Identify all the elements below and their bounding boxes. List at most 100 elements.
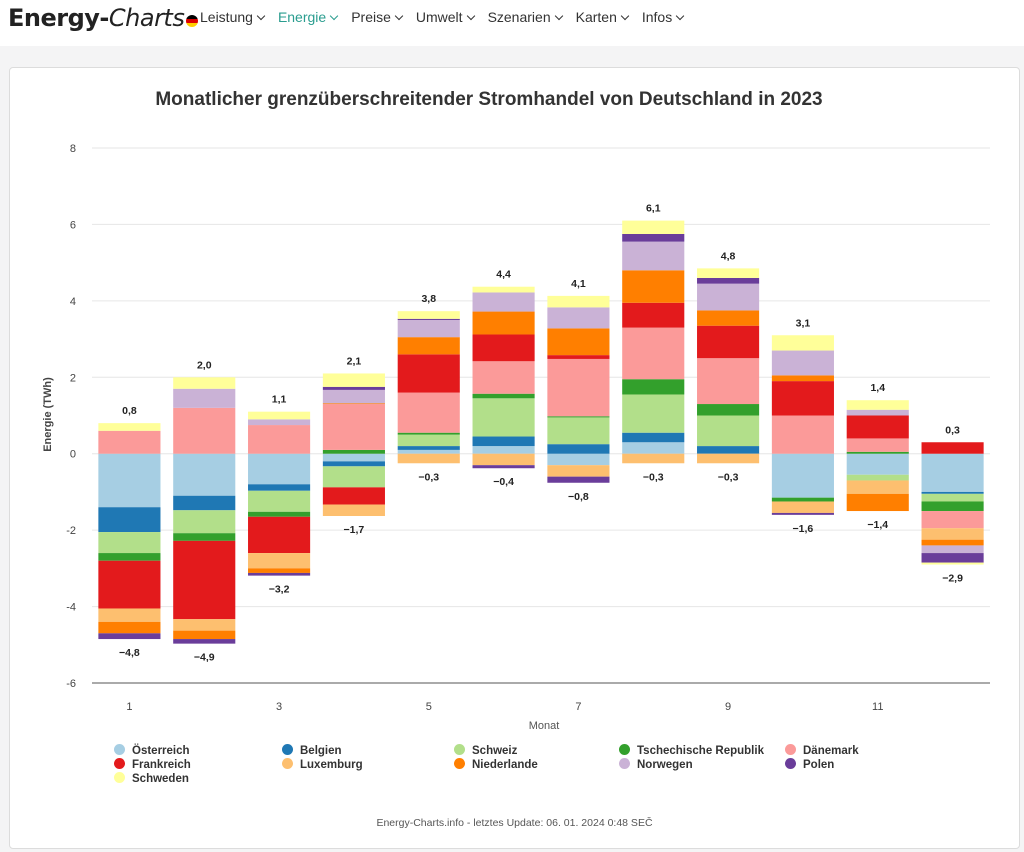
- bar-segment-österreich-m5: [397, 449, 460, 454]
- negative-total-label: −0,8: [568, 491, 589, 503]
- footer-update-text: Energy-Charts.info - letztes Update: 06.…: [376, 817, 653, 829]
- nav-item-leistung[interactable]: Leistung: [200, 9, 266, 25]
- y-tick-label: 8: [70, 143, 76, 155]
- bar-segment-tschechische-republik-m8: [622, 379, 685, 395]
- nav-item-energie[interactable]: Energie: [277, 9, 339, 25]
- german-flag-icon: [186, 15, 199, 27]
- negative-total-label: −4,9: [194, 652, 215, 664]
- y-tick-label: 6: [70, 219, 76, 231]
- negative-total-label: −4,8: [119, 647, 140, 659]
- bar-segment-schweiz-m12: [921, 493, 984, 502]
- x-tick-label: 7: [575, 701, 581, 713]
- legend-label: Tschechische Republik: [637, 745, 764, 757]
- nav-item-preise[interactable]: Preise: [351, 9, 404, 25]
- bar-segment-niederlande-m10: [771, 375, 834, 382]
- x-tick-label: 3: [276, 701, 282, 713]
- positive-total-label: 4,1: [571, 278, 586, 290]
- bar-segment-schweiz-m1: [98, 532, 161, 554]
- bar-segment-frankreich-m4: [322, 487, 385, 505]
- legend-item-norwegen[interactable]: Norwegen: [619, 758, 693, 771]
- bar-segment-schweden-m9: [697, 268, 760, 278]
- nav-item-szenarien[interactable]: Szenarien: [487, 9, 563, 25]
- bar-segment-luxemburg-m12: [921, 528, 984, 540]
- y-axis-label: Energie (TWh): [42, 377, 54, 452]
- bar-segment-norwegen-m9: [697, 283, 760, 311]
- y-tick-label: -4: [66, 602, 76, 614]
- legend-swatch-icon: [619, 758, 630, 769]
- bar-segment-tschechische-republik-m10: [771, 497, 834, 502]
- bar-segment-belgien-m7: [547, 444, 610, 454]
- nav-item-label: Umwelt: [415, 9, 463, 25]
- legend-item-schweiz[interactable]: Schweiz: [454, 744, 517, 757]
- bar-segment-österreich-m10: [771, 453, 834, 498]
- nav-item-label: Szenarien: [487, 9, 551, 25]
- bar-segment-norwegen-m3: [248, 419, 311, 426]
- chevron-down-icon: [466, 11, 475, 21]
- legend-item-luxemburg[interactable]: Luxemburg: [282, 758, 363, 771]
- bar-segment-schweden-m3: [248, 411, 311, 420]
- y-tick-label: 0: [70, 449, 76, 461]
- bar-segment-dänemark-m11: [846, 438, 909, 452]
- nav-item-label: Energie: [277, 9, 327, 25]
- bar-segment-norwegen-m6: [472, 292, 535, 312]
- y-tick-label: 4: [70, 296, 76, 308]
- bar-segment-polen-m8: [622, 233, 685, 242]
- negative-total-label: −0,3: [643, 471, 664, 483]
- bar-segment-dänemark-m4: [322, 404, 385, 450]
- legend-item-niederlande[interactable]: Niederlande: [454, 758, 538, 771]
- legend-swatch-icon: [114, 744, 125, 755]
- bar-segment-tschechische-republik-m2: [173, 533, 236, 541]
- bar-segment-österreich-m8: [622, 442, 685, 454]
- chevron-down-icon: [394, 11, 404, 21]
- legend-item-tschechische-republik[interactable]: Tschechische Republik: [619, 744, 764, 757]
- bar-segment-frankreich-m2: [173, 540, 236, 620]
- legend-label: Schweden: [132, 773, 189, 785]
- nav-item-umwelt[interactable]: Umwelt: [415, 9, 475, 25]
- legend-item-schweden[interactable]: Schweden: [114, 772, 189, 785]
- bar-segment-schweiz-m7: [547, 417, 610, 445]
- bar-segment-niederlande-m11: [846, 493, 909, 512]
- bar-segment-dänemark-m12: [921, 511, 984, 529]
- nav-item-label: Karten: [575, 9, 617, 25]
- bar-segment-belgien-m2: [173, 495, 236, 511]
- bar-segment-tschechische-republik-m9: [697, 404, 760, 416]
- bar-segment-schweiz-m5: [397, 434, 460, 447]
- bar-segment-dänemark-m2: [173, 407, 236, 454]
- chevron-down-icon: [554, 11, 563, 21]
- y-tick-label: -2: [66, 525, 76, 537]
- legend-item-österreich[interactable]: Österreich: [114, 744, 190, 757]
- bar-segment-niederlande-m1: [98, 621, 161, 634]
- legend-item-frankreich[interactable]: Frankreich: [114, 758, 191, 771]
- bar-segment-dänemark-m5: [397, 392, 460, 433]
- bar-segment-tschechische-republik-m11: [846, 451, 909, 454]
- bar-segment-luxemburg-m11: [846, 480, 909, 494]
- bar-segment-dänemark-m3: [248, 425, 311, 454]
- legend-item-dänemark[interactable]: Dänemark: [785, 744, 859, 757]
- nav-item-karten[interactable]: Karten: [575, 9, 630, 25]
- bar-segment-österreich-m2: [173, 453, 236, 496]
- legend-label: Luxemburg: [300, 759, 363, 771]
- bar-segment-dänemark-m6: [472, 361, 535, 394]
- negative-total-label: −1,4: [867, 519, 888, 531]
- legend-swatch-icon: [619, 744, 630, 755]
- bar-segment-schweden-m11: [846, 400, 909, 410]
- legend-item-belgien[interactable]: Belgien: [282, 744, 342, 757]
- bar-segment-schweiz-m9: [697, 415, 760, 447]
- legend-item-polen[interactable]: Polen: [785, 758, 834, 771]
- legend-swatch-icon: [282, 744, 293, 755]
- bar-segment-luxemburg-m8: [622, 453, 685, 464]
- bar-segment-dänemark-m7: [547, 358, 610, 417]
- nav-item-infos[interactable]: Infos: [642, 9, 685, 25]
- positive-total-label: 3,8: [421, 293, 436, 305]
- bar-segment-luxemburg-m10: [771, 501, 834, 513]
- bar-segment-schweiz-m4: [322, 466, 385, 488]
- bar-segment-norwegen-m12: [921, 545, 984, 554]
- bar-segment-österreich-m1: [98, 453, 161, 508]
- bar-segment-belgien-m12: [921, 491, 984, 494]
- negative-total-label: −0,3: [718, 471, 739, 483]
- legend-swatch-icon: [785, 758, 796, 769]
- bar-segment-polen-m9: [697, 277, 760, 284]
- energy-charts-logo[interactable]: Energy-Charts: [8, 4, 199, 32]
- legend-label: Belgien: [300, 745, 342, 757]
- bar-segment-frankreich-m7: [547, 355, 610, 359]
